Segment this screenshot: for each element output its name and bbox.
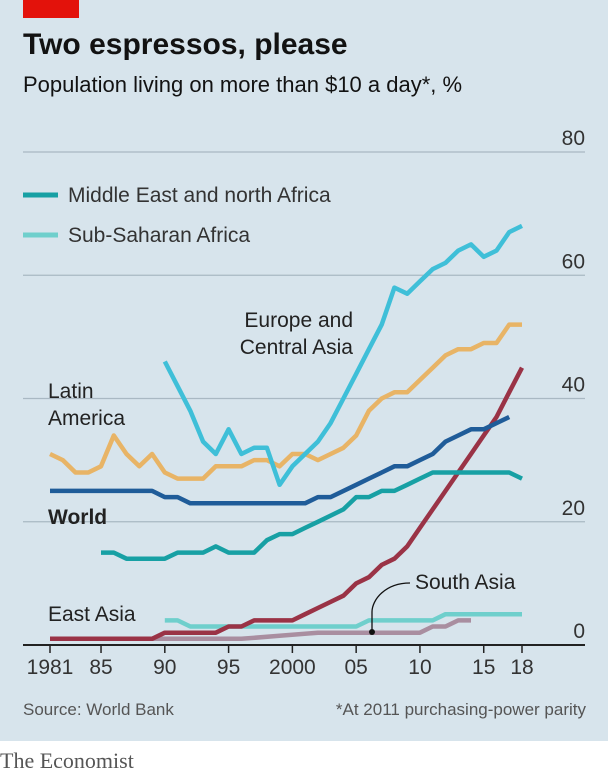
series-line-middle-east-and-north-africa: [101, 470, 523, 561]
south-asia-leader-dot: [369, 629, 375, 635]
x-tick-label-18: 18: [510, 656, 533, 679]
annotation-east-asia-0: East Asia: [48, 603, 136, 626]
y-tick-label-40: 40: [562, 374, 585, 397]
annotation-latin-america-0: Latin: [48, 380, 94, 403]
brand-logo-text: The Economist: [0, 748, 134, 773]
legend-label-0: Middle East and north Africa: [68, 184, 331, 207]
x-tick-label-05: 05: [344, 656, 367, 679]
footnote: *At 2011 purchasing-power parity: [335, 700, 586, 719]
x-tick-label-15: 15: [472, 656, 495, 679]
source-note: Source: World Bank: [23, 700, 174, 719]
chart-subtitle: Population living on more than $10 a day…: [23, 72, 463, 97]
series-line-europe-and-central-asia: [162, 223, 523, 488]
annotation-latin-america-1: America: [48, 407, 125, 430]
y-tick-label-0: 0: [573, 620, 585, 643]
series-line-world: [50, 414, 511, 506]
x-tick-label-1981: 1981: [27, 656, 74, 679]
x-tick-label-85: 85: [89, 656, 112, 679]
south-asia-leader-line: [371, 582, 411, 632]
y-tick-label-60: 60: [562, 250, 585, 273]
brand-red-tag: [23, 0, 79, 18]
y-tick-label-20: 20: [562, 497, 585, 520]
series-line-latin-america: [49, 322, 522, 481]
y-tick-label-80: 80: [562, 127, 585, 150]
annotation-europe-and-central-asia-1: Central Asia: [240, 336, 354, 359]
annotation-europe-and-central-asia-0: Europe and: [244, 309, 353, 332]
annotation-south-asia-0: South Asia: [415, 571, 516, 594]
x-tick-label-10: 10: [408, 656, 431, 679]
x-tick-label-90: 90: [153, 656, 176, 679]
x-tick-label-95: 95: [217, 656, 240, 679]
chart-panel: [0, 0, 608, 741]
chart-title: Two espressos, please: [23, 28, 348, 61]
annotation-world-0: World: [48, 506, 107, 529]
x-tick-label-2000: 2000: [269, 656, 316, 679]
series-line-south-asia: [50, 366, 524, 642]
legend-label-1: Sub-Saharan Africa: [68, 224, 250, 247]
